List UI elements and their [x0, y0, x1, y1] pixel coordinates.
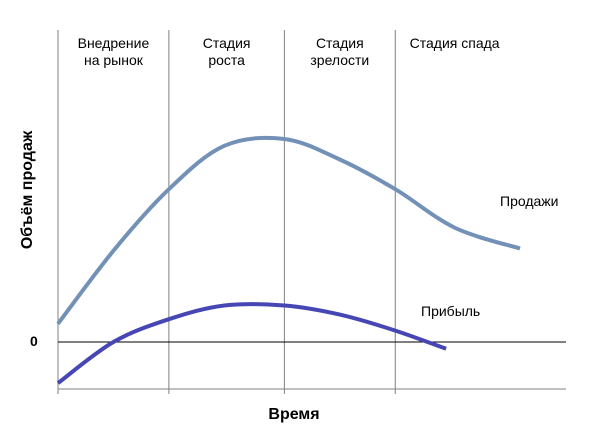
stage-label: Стадия	[203, 35, 251, 51]
stage-label: на рынок	[84, 52, 144, 68]
y-axis-title: Объём продаж	[19, 130, 36, 249]
series-lines	[56, 135, 521, 385]
stage-label: Стадия	[316, 35, 364, 51]
x-axis-title: Время	[268, 406, 319, 423]
x-ticks	[57, 389, 396, 394]
profit-line	[56, 302, 447, 385]
sales-series-label: Продажи	[500, 193, 558, 209]
stage-label: роста	[208, 52, 245, 68]
stage-label: зрелости	[310, 52, 369, 68]
stage-label: Стадия спада	[410, 35, 500, 51]
profit-series-label: Прибыль	[421, 303, 480, 319]
zero-label: 0	[30, 333, 38, 349]
stage-dividers	[168, 30, 396, 389]
stage-label: Внедрение	[78, 35, 150, 51]
sales-line	[56, 135, 521, 326]
